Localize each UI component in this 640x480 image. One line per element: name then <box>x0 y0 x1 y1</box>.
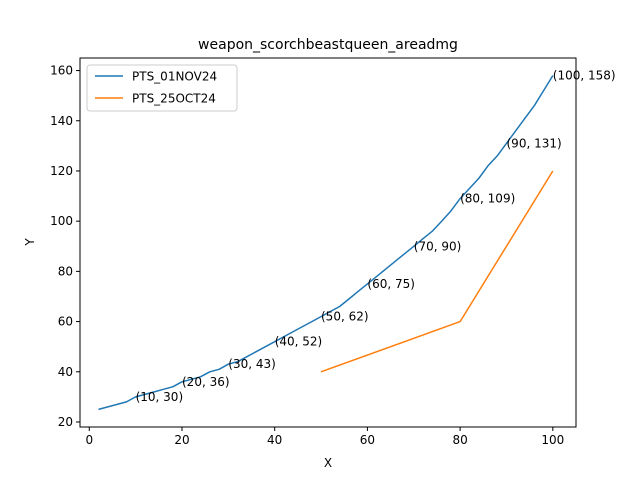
data-label: (100, 158) <box>553 69 616 83</box>
y-tick-label: 40 <box>58 365 73 379</box>
y-tick-label: 100 <box>50 214 73 228</box>
data-label: (10, 30) <box>136 390 184 404</box>
y-axis-label: Y <box>23 238 37 247</box>
data-label: (30, 43) <box>228 357 276 371</box>
legend-label-pts-25oct24: PTS_25OCT24 <box>132 92 216 106</box>
y-tick-label: 120 <box>50 164 73 178</box>
series-line-pts-01nov24 <box>98 75 554 411</box>
x-tick-label: 60 <box>360 433 375 447</box>
x-axis-label: X <box>324 456 332 470</box>
data-label: (80, 109) <box>460 192 515 206</box>
plot-frame <box>79 57 577 428</box>
y-axis: 20 40 60 80 100 120 140 160 <box>50 64 80 429</box>
x-tick-label: 40 <box>267 433 282 447</box>
annotation-layer: (10, 30)(20, 36) (30, 43) (40, 52) (50, 62)… <box>136 69 616 404</box>
y-tick-label: 20 <box>58 415 73 429</box>
series-layer <box>98 75 554 411</box>
data-label: (20, 36) <box>182 375 230 389</box>
y-tick-label: 80 <box>58 264 73 278</box>
chart-title: weapon_scorchbeastqueen_areadmg <box>198 37 458 53</box>
y-tick-label: 60 <box>58 315 73 329</box>
x-axis: 0 20 40 60 80 100 <box>85 427 564 447</box>
y-tick-label: 160 <box>50 64 73 78</box>
legend-label-pts-01nov24: PTS_01NOV24 <box>132 70 217 84</box>
data-label: (40, 52) <box>275 335 323 349</box>
data-label: (50, 62) <box>321 310 369 324</box>
data-label: (60, 75) <box>367 277 415 291</box>
legend-box <box>86 64 238 112</box>
series-line-pts-25oct24 <box>320 170 554 373</box>
y-tick-label: 140 <box>50 114 73 128</box>
legend: PTS_01NOV24 PTS_25OCT24 <box>86 64 238 112</box>
data-label: (90, 131) <box>507 136 562 150</box>
data-label: (70, 90) <box>414 239 462 253</box>
x-tick-label: 20 <box>174 433 189 447</box>
x-tick-label: 0 <box>85 433 93 447</box>
x-tick-label: 80 <box>452 433 467 447</box>
x-tick-label: 100 <box>541 433 564 447</box>
